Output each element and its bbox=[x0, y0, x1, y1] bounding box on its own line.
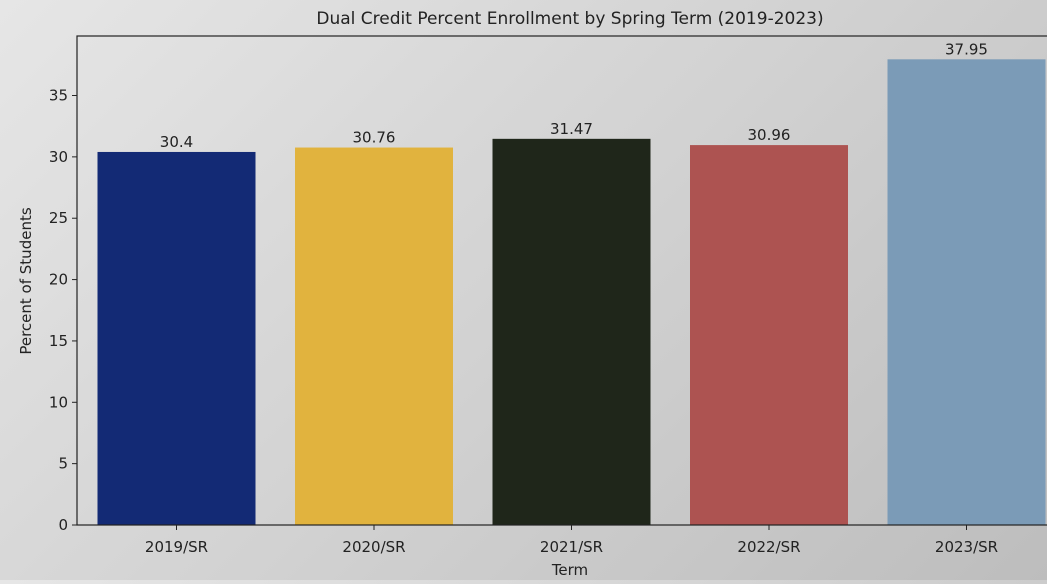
y-tick-label: 5 bbox=[58, 455, 68, 473]
bar-2019-sr bbox=[97, 151, 256, 525]
bar-2020-sr bbox=[295, 147, 453, 526]
y-tick-label: 10 bbox=[49, 393, 68, 411]
plot-frame bbox=[76, 35, 1047, 526]
bar-2023-sr bbox=[887, 59, 1046, 525]
data-label: 30.76 bbox=[353, 129, 396, 147]
data-label: 30.96 bbox=[748, 126, 791, 144]
y-tick-label: 35 bbox=[49, 87, 68, 105]
axes-layer: 2019/SR 2020/SR 2021/SR 2022/SR 2023/SR 0 5 10 1… bbox=[49, 35, 1047, 556]
x-tick-label: 2022/SR bbox=[737, 538, 800, 556]
x-tick-label: 2023/SR bbox=[935, 538, 998, 556]
y-tick-label: 30 bbox=[49, 148, 68, 166]
bar-2021-sr bbox=[492, 138, 651, 525]
x-tick-label: 2021/SR bbox=[540, 538, 603, 556]
y-axis-label: Percent of Students bbox=[17, 207, 35, 354]
chart-title: Dual Credit Percent Enrollment by Spring… bbox=[316, 9, 823, 29]
y-tick-label: 20 bbox=[49, 271, 68, 289]
data-label: 31.47 bbox=[550, 120, 593, 138]
data-label: 37.95 bbox=[945, 40, 988, 58]
data-label: 30.4 bbox=[160, 133, 193, 151]
y-tick-label: 0 bbox=[58, 516, 68, 534]
x-tick-label: 2019/SR bbox=[145, 538, 208, 556]
x-axis-label: Term bbox=[551, 561, 588, 579]
x-tick-label: 2020/SR bbox=[342, 538, 405, 556]
y-tick-label: 15 bbox=[49, 332, 68, 350]
bars-layer: 30.4 30.76 31.47 30.96 37.95 bbox=[97, 40, 1046, 526]
y-tick-label: 25 bbox=[49, 209, 68, 227]
bar-2022-sr bbox=[690, 145, 848, 525]
